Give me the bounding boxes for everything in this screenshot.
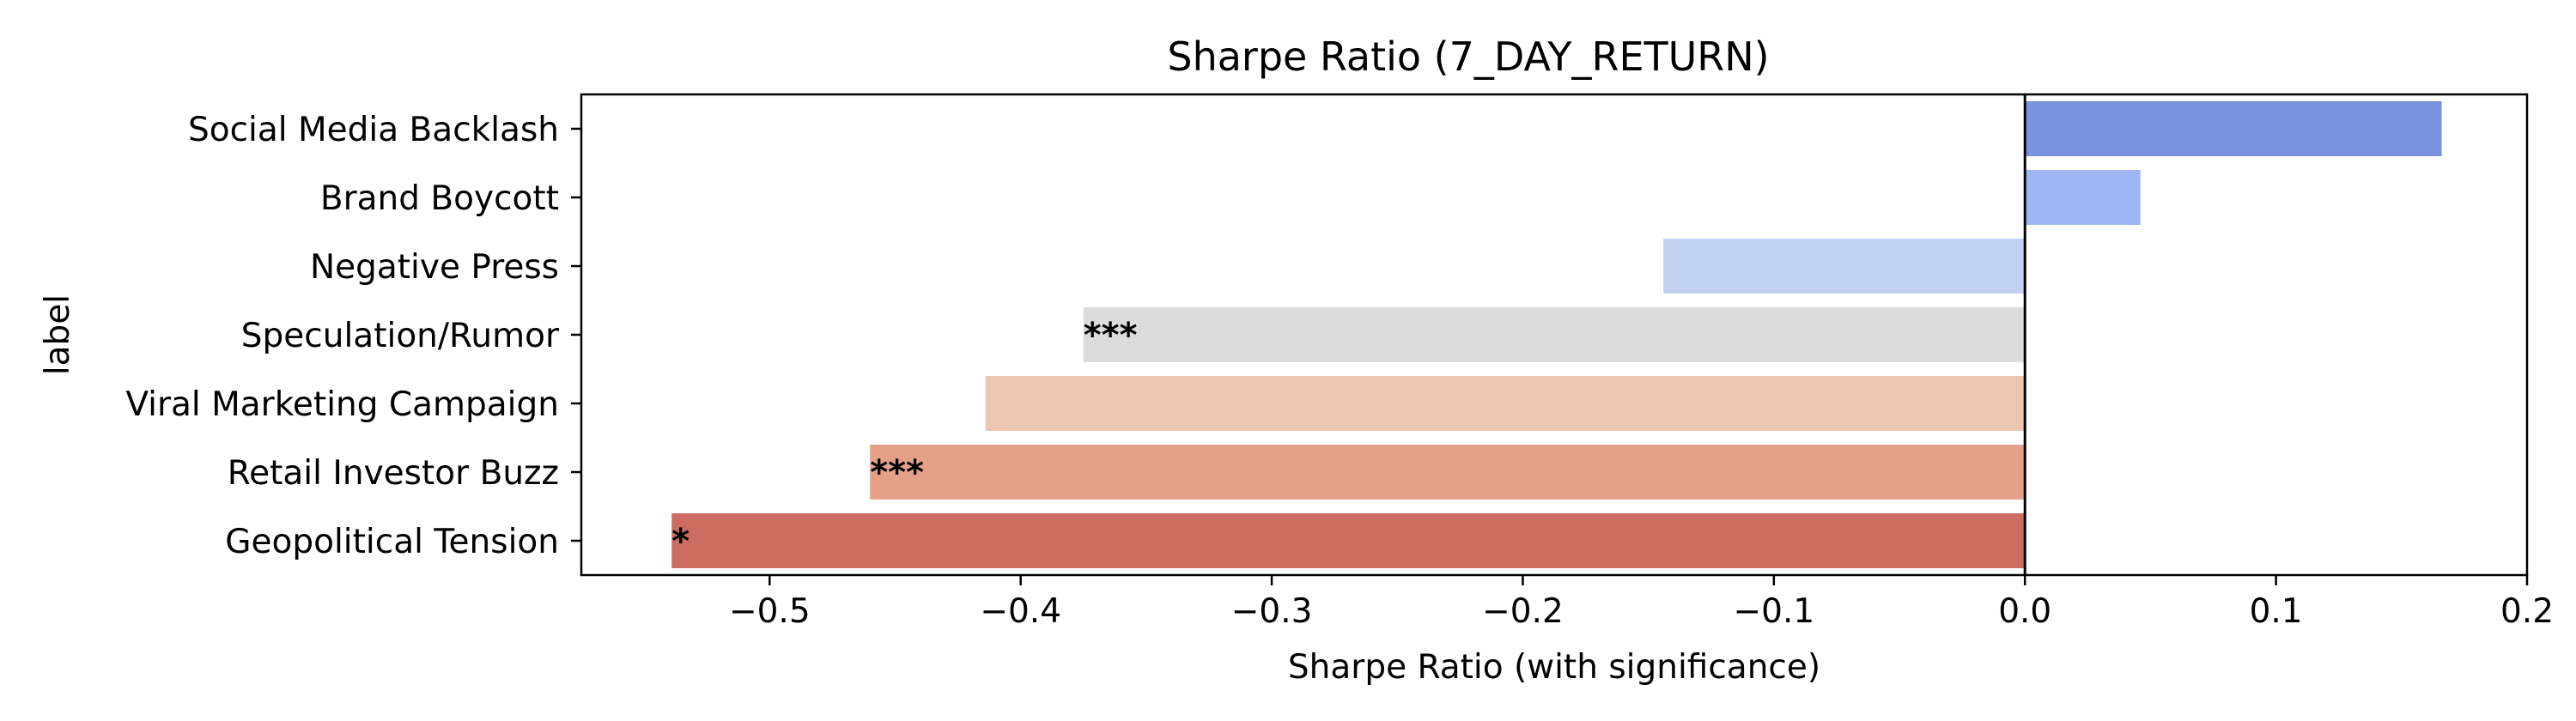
- significance-labels-group: *******: [671, 316, 1137, 561]
- chart-title: Sharpe Ratio (7_DAY_RETURN): [1167, 33, 1769, 80]
- bar: [1083, 307, 2026, 362]
- y-tick-label: Negative Press: [310, 248, 559, 287]
- x-axis-ticks: −0.5 −0.4 −0.3 −0.2 −0.1 0.0 0.1 0.2: [729, 575, 2554, 631]
- bar: [671, 513, 2026, 568]
- y-tick-label: Brand Boycott: [320, 179, 559, 218]
- x-tick-label: 0.2: [2500, 592, 2554, 631]
- y-axis-label: label: [39, 294, 77, 375]
- y-axis-ticks: Social Media Backlash Brand Boycott Negati…: [125, 111, 581, 561]
- bar: [985, 376, 2026, 431]
- y-tick-label: Speculation/Rumor: [241, 317, 560, 355]
- significance-label: ***: [1084, 316, 1138, 355]
- y-tick-label: Viral Marketing Campaign: [125, 385, 559, 424]
- bar: [870, 445, 2026, 500]
- significance-label: *: [671, 522, 690, 561]
- y-tick-label: Geopolitical Tension: [225, 523, 559, 561]
- significance-label: ***: [870, 453, 924, 493]
- bar: [1663, 239, 2026, 294]
- y-tick-label: Social Media Backlash: [188, 111, 559, 149]
- x-tick-label: 0.1: [2250, 592, 2303, 631]
- x-tick-label: 0.0: [1998, 592, 2051, 631]
- y-tick-label: Retail Investor Buzz: [228, 454, 559, 493]
- x-tick-label: −0.3: [1231, 592, 1313, 631]
- bar: [2025, 170, 2141, 225]
- x-tick-label: −0.1: [1733, 592, 1814, 631]
- x-tick-label: −0.4: [980, 592, 1061, 631]
- x-tick-label: −0.2: [1482, 592, 1564, 631]
- x-tick-label: −0.5: [729, 592, 811, 631]
- bars-group: [671, 101, 2442, 568]
- x-axis-label: Sharpe Ratio (with significance): [1288, 648, 1820, 687]
- bar: [2025, 101, 2442, 156]
